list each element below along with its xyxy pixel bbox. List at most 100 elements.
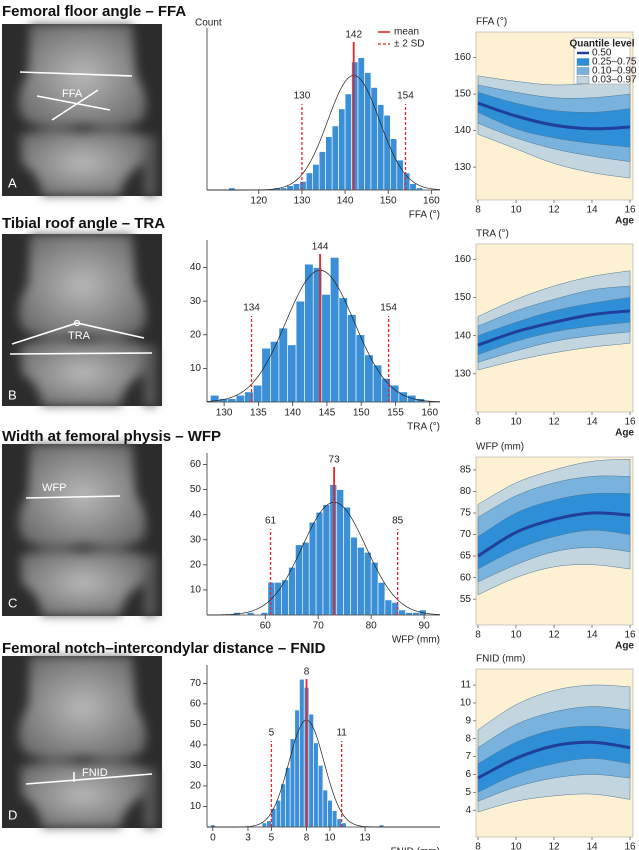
y-tick-label: 130 — [454, 368, 471, 379]
legend-label: 0.10–0.90 — [592, 66, 637, 77]
mean-label: 8 — [304, 667, 310, 678]
x-tick-label: 80 — [366, 621, 378, 632]
y-tick-label: 60 — [190, 699, 202, 710]
bar — [308, 713, 314, 828]
bar — [280, 783, 286, 828]
xray-image: WFP C — [2, 444, 162, 616]
panel-letter: B — [8, 387, 17, 402]
x-tick-label: 14 — [586, 205, 598, 216]
x-tick-label: 8 — [475, 842, 481, 850]
y-tick-label: 60 — [190, 459, 202, 470]
bar — [364, 354, 374, 403]
measure-line — [51, 89, 99, 121]
panel-letter: C — [8, 595, 17, 610]
sd-label: 154 — [380, 303, 397, 314]
bar — [377, 582, 386, 616]
y-tick-label: 9 — [465, 715, 471, 726]
x-tick-label: 155 — [387, 408, 404, 419]
y-tick-label: 130 — [454, 162, 471, 173]
y-tick-label: 55 — [460, 594, 472, 605]
bar — [357, 546, 365, 616]
panel-letter: A — [8, 175, 17, 190]
bar — [327, 800, 333, 828]
mean-label: 142 — [345, 30, 362, 41]
y-tick-label: 30 — [190, 760, 202, 771]
y-tick-label: 20 — [190, 559, 202, 570]
legend-label: 0.50 — [592, 48, 612, 59]
y-tick-label: 11 — [461, 680, 472, 691]
y-tick-label: 80 — [460, 486, 472, 497]
y-tick-label: 150 — [454, 89, 471, 100]
x-tick-label: 13 — [360, 833, 372, 844]
row-title: Width at femoral physis – WFP — [2, 428, 221, 445]
xray — [2, 656, 162, 828]
y-tick-label: 150 — [454, 292, 471, 303]
legend-swatch — [576, 76, 590, 84]
row-title: Femoral floor angle – FFA — [2, 3, 186, 20]
y-axis-label: FNID (mm) — [476, 654, 525, 665]
bar — [312, 164, 320, 191]
y-tick-label: 4 — [465, 805, 471, 816]
y-tick-label: 75 — [460, 508, 472, 519]
x-axis-label: Age — [615, 641, 634, 652]
mean-label: 144 — [312, 242, 329, 253]
bar — [313, 742, 319, 828]
bar — [286, 185, 294, 191]
sd-label: 61 — [265, 516, 277, 527]
bar — [363, 552, 372, 616]
bar — [325, 136, 333, 191]
row-title: Femoral notch–intercondylar distance – F… — [2, 640, 326, 657]
x-tick-label: 10 — [510, 842, 522, 850]
bar — [315, 511, 324, 616]
y-tick-label: 20 — [190, 329, 202, 340]
bar — [235, 394, 245, 403]
x-tick-label: 135 — [250, 408, 267, 419]
y-tick-label: 30 — [190, 296, 202, 307]
bar — [336, 489, 344, 616]
x-tick-label: 160 — [423, 196, 440, 207]
x-tick-label: 160 — [421, 408, 438, 419]
x-tick-label: 8 — [475, 205, 481, 216]
median-line — [477, 101, 631, 131]
measure-line — [9, 352, 153, 355]
xray — [2, 234, 162, 406]
y-tick-label: 20 — [190, 781, 202, 792]
xray — [2, 24, 162, 196]
image-label: TRA — [68, 330, 91, 342]
sd-label: 11 — [336, 728, 347, 739]
y-tick-label: 50 — [190, 719, 202, 730]
bar — [261, 347, 271, 403]
bar — [295, 544, 303, 616]
bar — [299, 678, 305, 828]
measure-line — [36, 95, 111, 111]
x-tick-label: 16 — [624, 842, 636, 850]
x-tick-label: 90 — [419, 621, 431, 632]
row-title: Tibial roof angle – TRA — [2, 215, 165, 232]
x-tick-label: 16 — [624, 205, 636, 216]
y-tick-label: 160 — [454, 52, 471, 63]
x-tick-label: 150 — [380, 196, 397, 207]
bar — [347, 314, 357, 403]
legend-label: 0.03–0.97 — [592, 75, 637, 86]
median-line — [477, 511, 631, 558]
bar — [322, 789, 328, 828]
x-tick-label: 10 — [510, 630, 522, 641]
image-label: WFP — [42, 482, 66, 494]
y-tick-label: 40 — [190, 262, 202, 273]
y-tick-label: 60 — [460, 572, 472, 583]
bar — [227, 398, 237, 403]
sd-label: 5 — [269, 728, 275, 739]
bar — [364, 72, 372, 191]
sd-label: 130 — [294, 91, 311, 102]
bar — [308, 521, 317, 616]
bar — [330, 257, 340, 403]
median-line — [477, 740, 631, 780]
bar — [294, 709, 300, 828]
bar — [252, 384, 263, 403]
x-tick-label: 12 — [548, 630, 560, 641]
y-tick-label: 140 — [454, 125, 471, 136]
x-tick-label: 10 — [510, 417, 522, 428]
y-tick-label: 50 — [190, 484, 202, 495]
bar — [289, 738, 296, 828]
